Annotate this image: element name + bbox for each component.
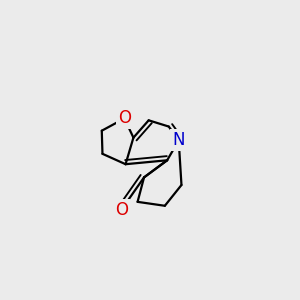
Text: N: N — [172, 131, 185, 149]
Text: O: O — [118, 110, 131, 128]
Text: O: O — [115, 201, 128, 219]
